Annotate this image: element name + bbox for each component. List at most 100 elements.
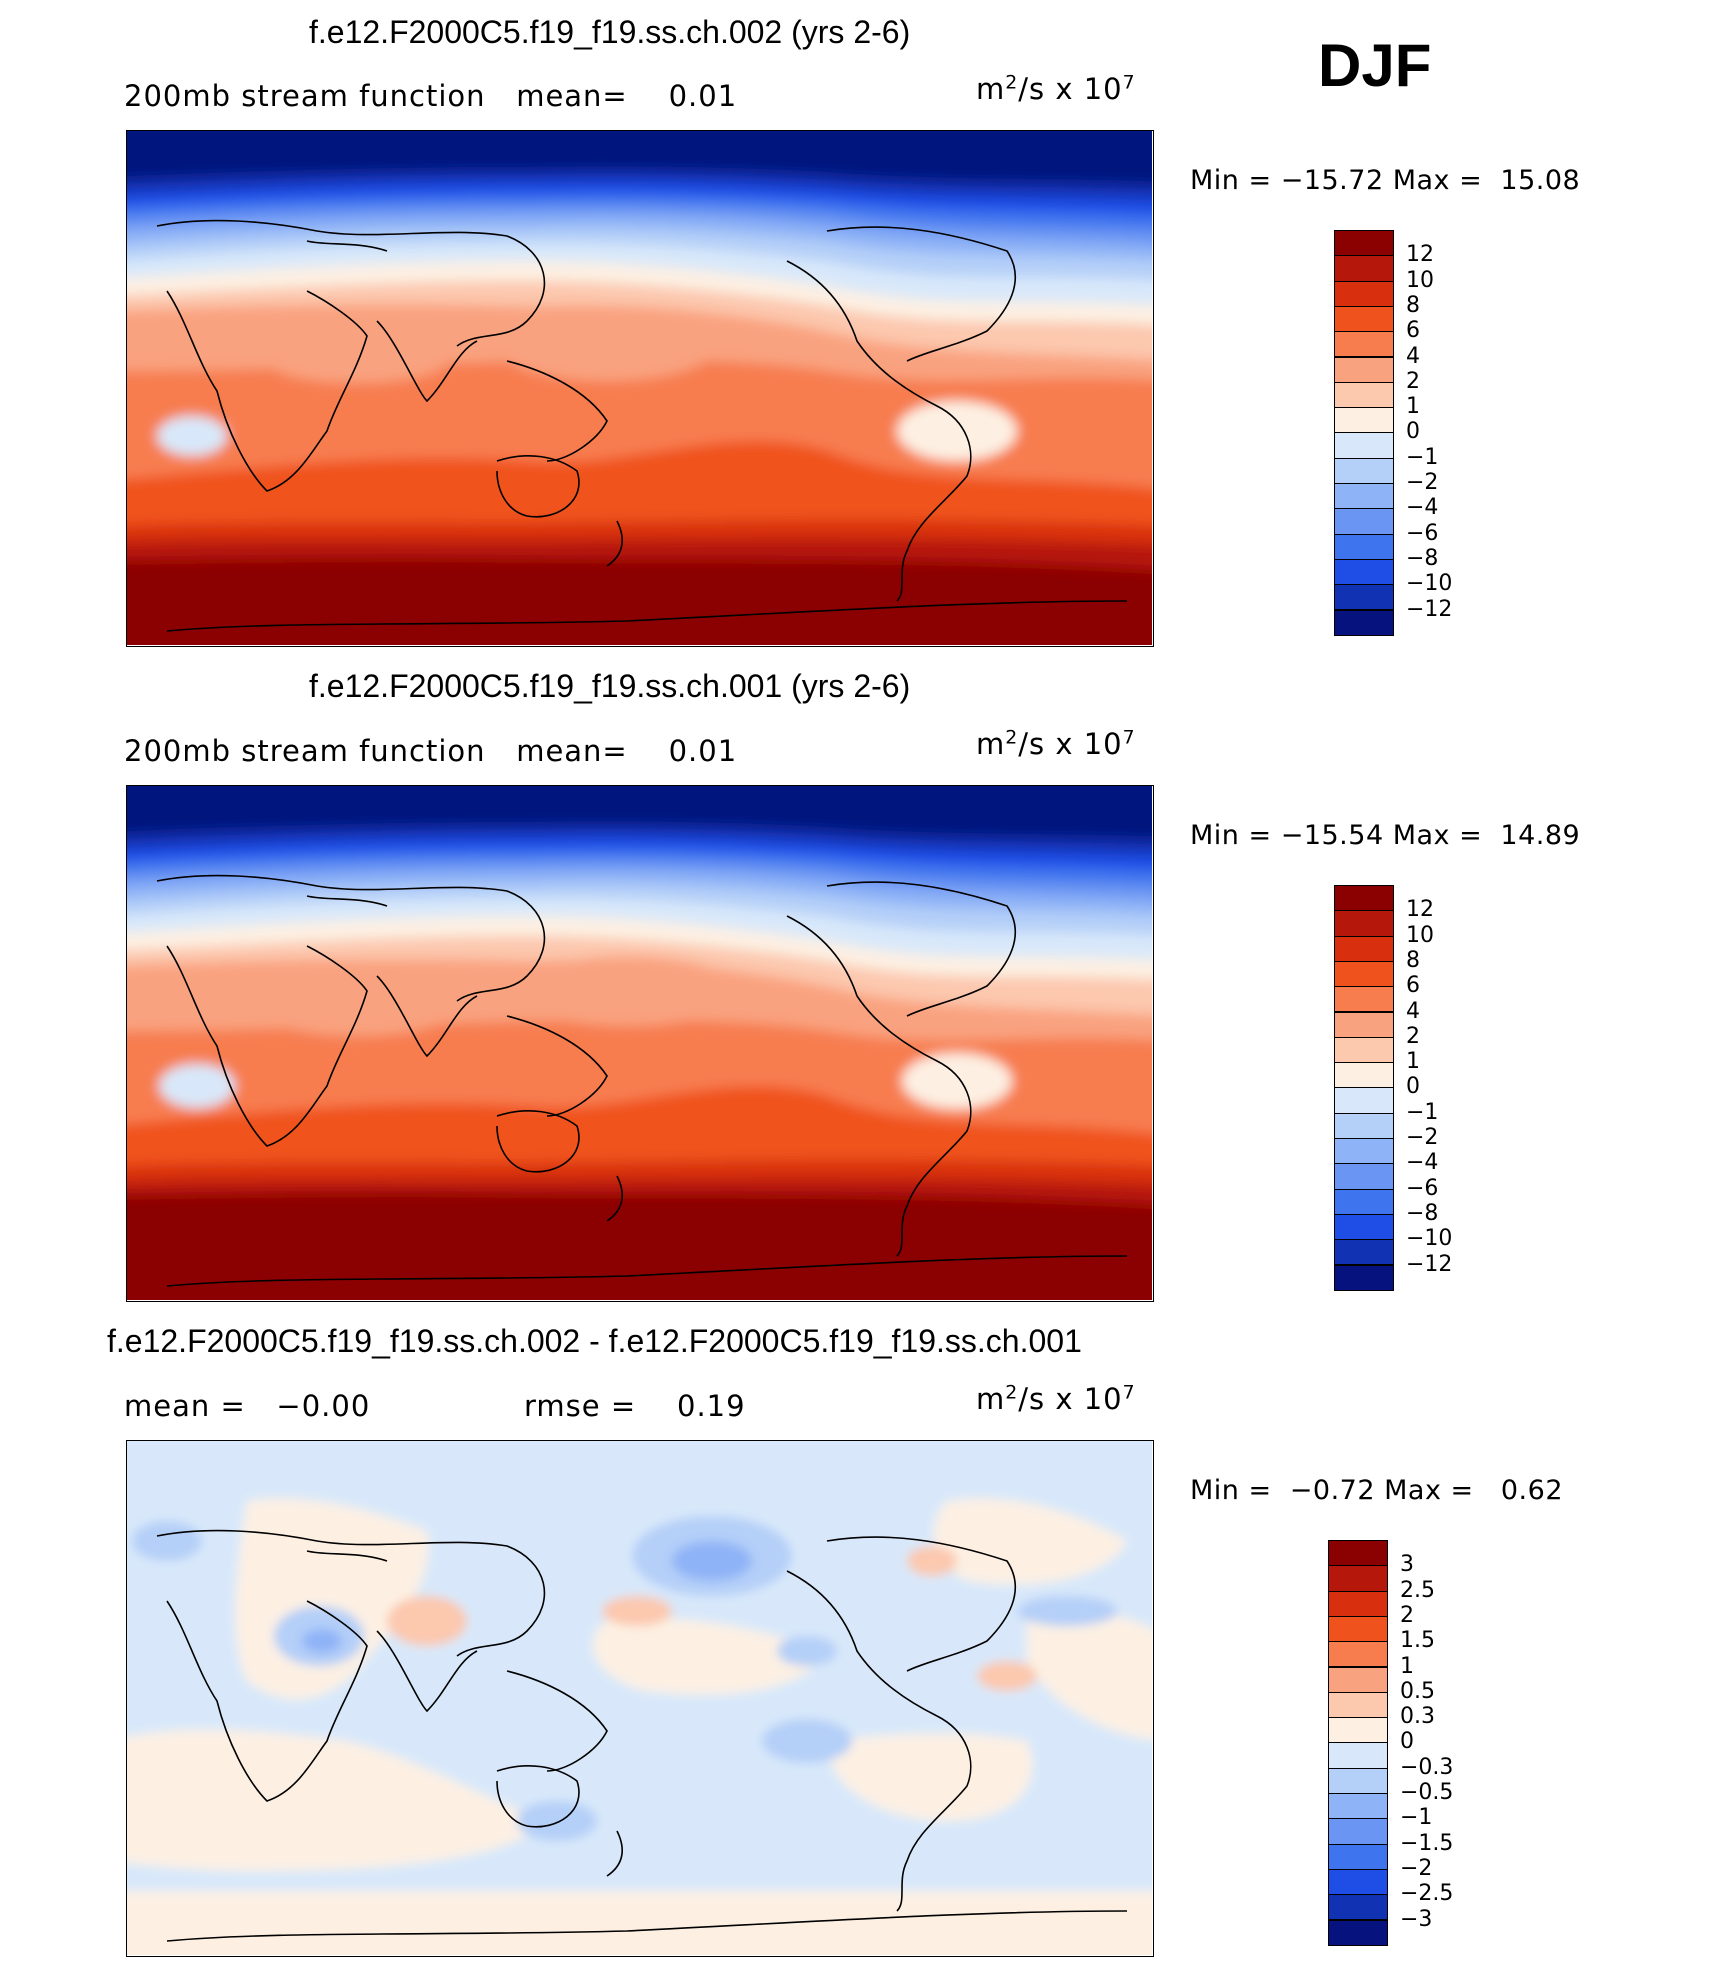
- colorbar-label: −0.5: [1400, 1780, 1454, 1805]
- panel-2-title: f.e12.F2000C5.f19_f19.ss.ch.001 (yrs 2-6…: [309, 668, 911, 704]
- colorbar-swatch: [1334, 960, 1394, 988]
- colorbar-swatch: [1334, 885, 1394, 912]
- colorbar-label: 0: [1406, 1074, 1420, 1100]
- colorbar-label: 8: [1406, 292, 1420, 318]
- colorbar-swatch: [1334, 533, 1394, 560]
- colorbar-label: −1: [1406, 444, 1439, 470]
- colorbar-swatch: [1334, 584, 1394, 611]
- colorbar-label: −2: [1406, 470, 1439, 495]
- colorbar-label: 12: [1406, 897, 1434, 923]
- colorbar-label: −2.5: [1400, 1881, 1454, 1907]
- colorbar-label: 1: [1406, 1049, 1420, 1075]
- colorbar-swatch: [1328, 1818, 1388, 1845]
- colorbar-swatch: [1334, 432, 1394, 459]
- colorbar-swatch: [1334, 255, 1394, 282]
- colorbar-swatch: [1334, 1163, 1394, 1190]
- colorbar-label: 1: [1406, 394, 1420, 420]
- colorbar-swatch: [1328, 1540, 1388, 1567]
- colorbar-label: 0.3: [1400, 1704, 1435, 1730]
- colorbar-swatch: [1334, 910, 1394, 937]
- colorbar-label: 6: [1406, 973, 1420, 999]
- colorbar-label: −4: [1406, 1150, 1439, 1176]
- colorbar-swatch: [1328, 1565, 1388, 1592]
- colorbar-label: 2: [1406, 1023, 1420, 1049]
- panel-1-map: [126, 130, 1154, 647]
- colorbar-swatch: [1328, 1894, 1388, 1921]
- colorbar-swatch: [1334, 1188, 1394, 1215]
- colorbar-label: 0.5: [1400, 1678, 1435, 1704]
- colorbar-label: −6: [1406, 520, 1439, 546]
- panel-2-units: m2/s x 107: [976, 727, 1136, 761]
- colorbar-swatch: [1334, 1087, 1394, 1114]
- colorbar-swatch: [1334, 558, 1394, 586]
- panel-3-units: m2/s x 107: [976, 1382, 1136, 1416]
- colorbar-label: −3: [1400, 1906, 1433, 1932]
- colorbar-label: −12: [1406, 1251, 1453, 1277]
- colorbar-label: 0: [1400, 1729, 1414, 1755]
- colorbar-swatch: [1334, 1036, 1394, 1064]
- panel-3-title: f.e12.F2000C5.f19_f19.ss.ch.002 - f.e12.…: [107, 1323, 1082, 1359]
- panel-3-minmax: Min = −0.72 Max = 0.62: [1190, 1475, 1563, 1506]
- colorbar-label: −1: [1400, 1805, 1433, 1831]
- colorbar-label: 0: [1406, 419, 1420, 445]
- colorbar-label: 10: [1406, 267, 1434, 293]
- colorbar-swatch: [1334, 483, 1394, 510]
- colorbar-swatch: [1334, 230, 1394, 257]
- colorbar-label: −2: [1406, 1125, 1439, 1150]
- colorbar-label: 3: [1400, 1552, 1414, 1578]
- colorbar-label: −10: [1406, 571, 1453, 597]
- colorbar-swatch: [1334, 305, 1394, 333]
- colorbar-swatch: [1334, 331, 1394, 358]
- colorbar-swatch: [1328, 1590, 1388, 1617]
- season-label: DJF: [1318, 32, 1432, 99]
- colorbar-swatch: [1334, 407, 1394, 434]
- colorbar-swatch: [1334, 1138, 1394, 1165]
- colorbar-swatch: [1334, 1011, 1394, 1038]
- colorbar-label: −1.5: [1400, 1830, 1454, 1856]
- colorbar-swatch: [1328, 1717, 1388, 1744]
- panel-3-map: [126, 1440, 1154, 1957]
- colorbar-swatch: [1334, 508, 1394, 535]
- colorbar-label: −12: [1406, 596, 1453, 622]
- colorbar-label: 12: [1406, 242, 1434, 268]
- colorbar-label: −8: [1406, 545, 1439, 571]
- colorbar-label: −0.3: [1400, 1754, 1454, 1780]
- colorbar-label: 2: [1406, 368, 1420, 394]
- panel-1-units: m2/s x 107: [976, 72, 1136, 106]
- panel-2-map: [126, 785, 1154, 1302]
- colorbar-swatch: [1334, 986, 1394, 1013]
- colorbar-swatch: [1334, 457, 1394, 484]
- colorbar-label: −10: [1406, 1226, 1453, 1252]
- colorbar-label: −4: [1406, 495, 1439, 521]
- colorbar-label: 8: [1406, 947, 1420, 973]
- colorbar-swatch: [1328, 1868, 1388, 1896]
- colorbar-swatch: [1334, 1112, 1394, 1139]
- colorbar-label: −1: [1406, 1099, 1439, 1125]
- colorbar-swatch: [1334, 381, 1394, 409]
- panel-3-rmse: rmse = 0.19: [524, 1389, 746, 1423]
- colorbar-swatch: [1334, 280, 1394, 307]
- panel-1-minmax: Min = −15.72 Max = 15.08: [1190, 165, 1581, 196]
- colorbar-swatch: [1334, 356, 1394, 383]
- panel-1-stats: 200mb stream function mean= 0.01: [124, 79, 738, 113]
- colorbar-swatch: [1334, 1062, 1394, 1089]
- colorbar-label: −6: [1406, 1175, 1439, 1201]
- colorbar-label: 4: [1406, 998, 1420, 1024]
- colorbar-swatch: [1328, 1767, 1388, 1794]
- panel-2-minmax: Min = −15.54 Max = 14.89: [1190, 820, 1581, 851]
- colorbar-label: 1.5: [1400, 1628, 1435, 1654]
- panel-1-title: f.e12.F2000C5.f19_f19.ss.ch.002 (yrs 2-6…: [309, 14, 911, 50]
- colorbar-swatch: [1328, 1843, 1388, 1870]
- colorbar-swatch: [1328, 1919, 1388, 1946]
- colorbar-swatch: [1328, 1615, 1388, 1643]
- colorbar-label: 1: [1400, 1653, 1414, 1679]
- colorbar-swatch: [1334, 609, 1394, 636]
- colorbar-label: 4: [1406, 343, 1420, 369]
- colorbar-swatch: [1328, 1691, 1388, 1719]
- colorbar-label: −2: [1400, 1855, 1433, 1881]
- colorbar-swatch: [1334, 1239, 1394, 1266]
- colorbar-swatch: [1328, 1641, 1388, 1668]
- colorbar-swatch: [1334, 1264, 1394, 1291]
- colorbar-swatch: [1334, 935, 1394, 962]
- colorbar-label: 10: [1406, 922, 1434, 948]
